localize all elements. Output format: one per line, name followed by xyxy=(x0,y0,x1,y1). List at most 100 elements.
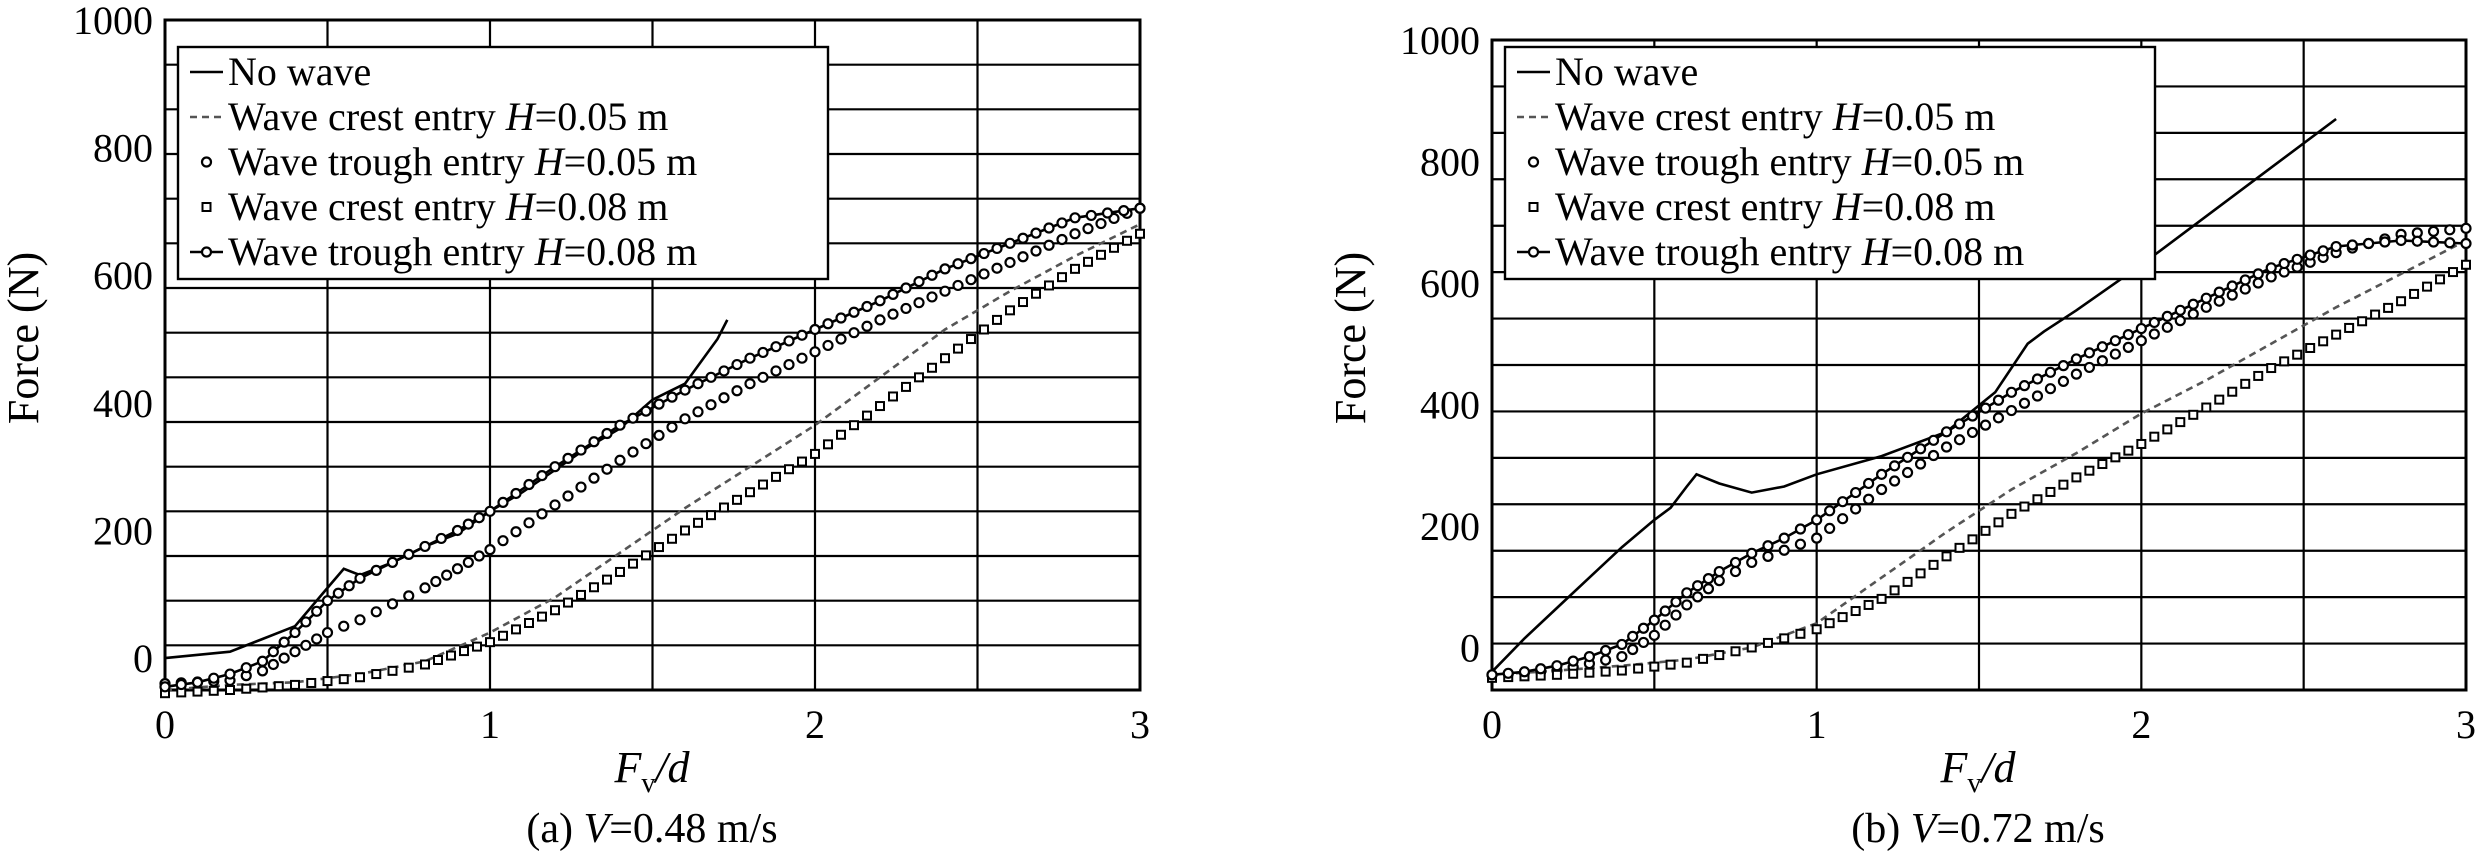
data-marker xyxy=(387,665,398,676)
data-marker xyxy=(1083,256,1093,267)
data-marker xyxy=(1600,666,1611,677)
y-tick-label: 0 xyxy=(133,636,153,681)
series-5 xyxy=(1486,234,2472,681)
data-marker xyxy=(835,312,847,324)
data-marker xyxy=(731,385,743,397)
data-marker xyxy=(628,558,638,569)
data-marker xyxy=(267,658,279,671)
data-marker xyxy=(386,556,399,568)
data-marker xyxy=(2005,404,2018,417)
data-marker xyxy=(1889,585,1900,596)
data-marker xyxy=(1837,496,1849,508)
data-marker xyxy=(1648,614,1660,626)
data-marker xyxy=(2427,225,2440,237)
data-marker xyxy=(473,512,485,524)
data-marker xyxy=(588,436,600,448)
data-marker xyxy=(979,324,989,335)
data-marker xyxy=(2109,335,2121,347)
data-marker xyxy=(615,566,625,577)
data-marker xyxy=(2109,348,2121,360)
data-marker xyxy=(1005,305,1015,316)
data-marker xyxy=(1915,568,1926,579)
data-marker xyxy=(744,352,756,364)
data-marker xyxy=(900,282,912,294)
legend-label: Wave crest entry H=0.05 m xyxy=(1555,94,1995,139)
data-marker xyxy=(1875,483,1888,496)
data-marker xyxy=(1583,650,1596,663)
data-marker xyxy=(241,683,252,694)
data-marker xyxy=(601,463,613,475)
legend-swatch xyxy=(200,156,213,168)
data-marker xyxy=(256,665,269,677)
data-marker xyxy=(861,300,873,313)
data-marker xyxy=(575,444,587,456)
data-marker xyxy=(1888,475,1901,487)
data-marker xyxy=(473,550,485,562)
data-marker xyxy=(300,616,312,628)
data-marker xyxy=(370,606,382,618)
data-marker xyxy=(2149,431,2160,442)
data-marker xyxy=(849,420,859,431)
series-3 xyxy=(1486,222,2472,681)
data-marker xyxy=(2136,438,2147,449)
data-marker xyxy=(2214,394,2225,405)
data-marker xyxy=(510,526,522,538)
data-marker xyxy=(2279,356,2290,367)
data-marker xyxy=(861,320,873,332)
data-marker xyxy=(1850,606,1861,617)
data-marker xyxy=(822,318,834,330)
data-marker xyxy=(2083,347,2095,359)
legend-label: Wave trough entry H=0.05 m xyxy=(1555,139,2024,184)
data-marker xyxy=(290,679,300,690)
data-marker xyxy=(446,650,456,661)
data-marker xyxy=(875,401,885,412)
x-tick-label: 2 xyxy=(2131,702,2151,747)
data-marker xyxy=(589,582,599,593)
data-marker xyxy=(1122,235,1132,246)
data-marker xyxy=(1762,637,1773,648)
data-marker xyxy=(1031,288,1041,299)
data-marker xyxy=(497,535,509,547)
data-marker xyxy=(1876,593,1887,604)
data-marker xyxy=(2317,245,2329,257)
data-marker xyxy=(653,398,665,410)
data-marker xyxy=(758,479,768,490)
data-marker xyxy=(191,676,204,688)
data-marker xyxy=(2346,239,2358,251)
data-marker xyxy=(484,544,496,556)
legend-item: Wave crest entry H=0.05 m xyxy=(190,94,668,139)
data-marker xyxy=(2435,274,2446,285)
data-marker xyxy=(2278,257,2290,270)
legend-item: Wave crest entry H=0.05 m xyxy=(1517,94,1995,139)
data-marker xyxy=(1967,534,1978,545)
data-marker xyxy=(1627,630,1639,642)
data-marker xyxy=(1863,599,1874,610)
data-marker xyxy=(1659,605,1671,617)
data-marker xyxy=(1486,669,1498,681)
data-marker xyxy=(1616,638,1628,651)
data-marker xyxy=(1600,654,1612,666)
data-marker xyxy=(1616,665,1627,676)
data-marker xyxy=(822,339,834,352)
y-tick-label: 600 xyxy=(1420,261,1480,306)
x-axis-title: Fv/d xyxy=(1939,743,2016,799)
data-marker xyxy=(1018,297,1028,308)
data-marker xyxy=(1568,668,1579,679)
data-marker xyxy=(1730,646,1741,657)
data-marker xyxy=(2363,237,2375,250)
data-marker xyxy=(472,641,482,652)
data-marker xyxy=(2422,281,2433,292)
data-marker xyxy=(810,448,820,459)
data-marker xyxy=(913,297,925,309)
legend-item: Wave crest entry H=0.08 m xyxy=(201,184,668,229)
data-marker xyxy=(1004,237,1016,249)
data-marker xyxy=(1837,513,1849,525)
data-marker xyxy=(2427,236,2440,248)
data-marker xyxy=(2070,368,2082,380)
data-marker xyxy=(926,291,938,303)
data-marker xyxy=(485,637,495,648)
data-marker xyxy=(2330,240,2342,253)
data-marker xyxy=(731,358,743,371)
legend-swatch xyxy=(1528,202,1539,212)
data-marker xyxy=(354,614,366,626)
